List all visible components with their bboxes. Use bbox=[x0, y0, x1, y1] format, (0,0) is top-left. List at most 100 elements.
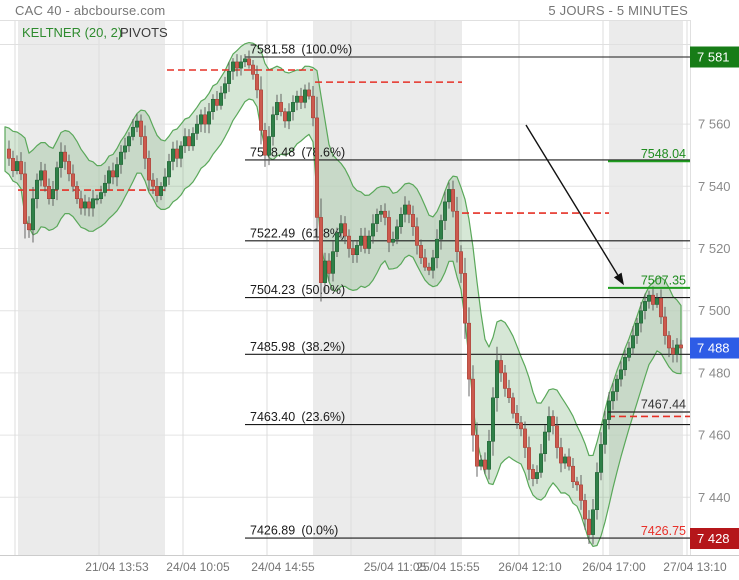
candle-body bbox=[411, 214, 415, 227]
candle-body bbox=[663, 316, 667, 336]
candle-body bbox=[559, 447, 563, 464]
candles-layer bbox=[7, 50, 683, 545]
candle-body bbox=[487, 441, 491, 470]
candle-body bbox=[187, 136, 191, 147]
keltner-band bbox=[4, 42, 682, 547]
candle-body bbox=[255, 74, 259, 91]
candle-body bbox=[399, 214, 403, 227]
candle-body bbox=[631, 335, 635, 349]
candle-body bbox=[371, 223, 375, 237]
annotation-layer bbox=[525, 124, 624, 286]
candle-body bbox=[591, 509, 595, 535]
candle-body bbox=[251, 64, 255, 75]
candle-body bbox=[39, 170, 43, 181]
candle-body bbox=[379, 210, 383, 215]
candle-body bbox=[319, 217, 323, 283]
y-axis-tick-label: 7 540 bbox=[698, 179, 731, 194]
candle-body bbox=[355, 245, 359, 255]
candle-body bbox=[95, 198, 99, 201]
candle-body bbox=[667, 335, 671, 349]
fib-label: 7463.40 (23.6%) bbox=[250, 410, 345, 424]
price-badges-layer: 7 581 7 488 7 428 bbox=[690, 46, 739, 550]
candle-body bbox=[47, 186, 51, 199]
candle-body bbox=[451, 189, 455, 212]
candle-body bbox=[303, 89, 307, 103]
candle-body bbox=[55, 167, 59, 190]
candle-body bbox=[347, 235, 351, 249]
candle-body bbox=[643, 301, 647, 311]
candle-body bbox=[71, 173, 75, 187]
candle-body bbox=[647, 294, 651, 302]
chart-title: CAC 40 - abcbourse.com bbox=[15, 3, 166, 18]
candle-body bbox=[603, 419, 607, 445]
candle-body bbox=[143, 136, 147, 159]
candle-body bbox=[343, 223, 347, 237]
x-axis-tick-label: 24/04 14:55 bbox=[251, 560, 315, 574]
candle-body bbox=[679, 344, 683, 349]
candle-body bbox=[59, 151, 63, 168]
candle-body bbox=[327, 260, 331, 274]
trend-arrow-head bbox=[613, 272, 624, 286]
candle-body bbox=[483, 459, 487, 470]
candle-body bbox=[635, 322, 639, 336]
candle-body bbox=[175, 148, 179, 159]
candle-body bbox=[519, 422, 523, 430]
candle-body bbox=[7, 148, 11, 159]
candle-body bbox=[219, 92, 223, 106]
candle-body bbox=[275, 102, 279, 116]
candle-body bbox=[571, 465, 575, 483]
candle-body bbox=[287, 111, 291, 122]
candle-body bbox=[359, 235, 363, 246]
candle-body bbox=[87, 201, 91, 209]
candle-body bbox=[147, 158, 151, 181]
candle-body bbox=[171, 148, 175, 162]
candle-body bbox=[27, 223, 31, 231]
session-bands-layer bbox=[18, 20, 683, 555]
axes-layer: 7 560 7 540 7 520 7 500 7 480 7 460 7 440 21/04… bbox=[0, 20, 739, 574]
candle-body bbox=[227, 70, 231, 84]
candle-body bbox=[179, 145, 183, 159]
candle-body bbox=[295, 95, 299, 103]
candle-body bbox=[195, 123, 199, 134]
candle-body bbox=[191, 133, 195, 147]
legend-item-pivots[interactable]: PIVOTS bbox=[120, 25, 168, 40]
candle-body bbox=[531, 469, 535, 479]
candle-body bbox=[11, 158, 15, 172]
candle-body bbox=[311, 95, 315, 119]
candle-body bbox=[579, 484, 583, 501]
candle-body bbox=[151, 179, 155, 187]
candle-body bbox=[675, 344, 679, 355]
candle-body bbox=[211, 98, 215, 112]
candle-body bbox=[19, 161, 23, 175]
legend-item-keltner[interactable]: KELTNER (20, 2) bbox=[22, 25, 123, 40]
pivot-label: 7507.35 bbox=[641, 273, 686, 287]
candle-body bbox=[655, 298, 659, 305]
fib-label: 7581.58 (100.0%) bbox=[250, 43, 352, 57]
candle-body bbox=[183, 136, 187, 147]
chart-timeframe-label: 5 JOURS - 5 MINUTES bbox=[548, 3, 688, 18]
candle-body bbox=[111, 170, 115, 178]
indicator-legend-row: KELTNER (20, 2) PIVOTS bbox=[0, 21, 739, 45]
candle-body bbox=[615, 378, 619, 392]
candle-body bbox=[167, 161, 171, 178]
candle-body bbox=[63, 151, 67, 162]
candle-body bbox=[523, 428, 527, 448]
candle-body bbox=[651, 294, 655, 305]
candle-body bbox=[139, 120, 143, 137]
period-low-badge-label: 7 428 bbox=[697, 531, 730, 546]
candle-body bbox=[155, 186, 159, 196]
candle-body bbox=[639, 310, 643, 324]
candle-body bbox=[419, 245, 423, 259]
y-axis-tick-label: 7 480 bbox=[698, 365, 731, 380]
candle-body bbox=[535, 472, 539, 479]
candle-body bbox=[239, 61, 243, 69]
candle-body bbox=[23, 173, 27, 224]
pivot-markers-layer: 7548.04 7507.35 7467.44 7426.75 bbox=[608, 147, 690, 538]
candle-body bbox=[659, 298, 663, 318]
candle-body bbox=[235, 61, 239, 69]
candle-body bbox=[283, 111, 287, 122]
candle-body bbox=[427, 266, 431, 271]
candle-body bbox=[103, 182, 107, 193]
candle-body bbox=[203, 114, 207, 125]
